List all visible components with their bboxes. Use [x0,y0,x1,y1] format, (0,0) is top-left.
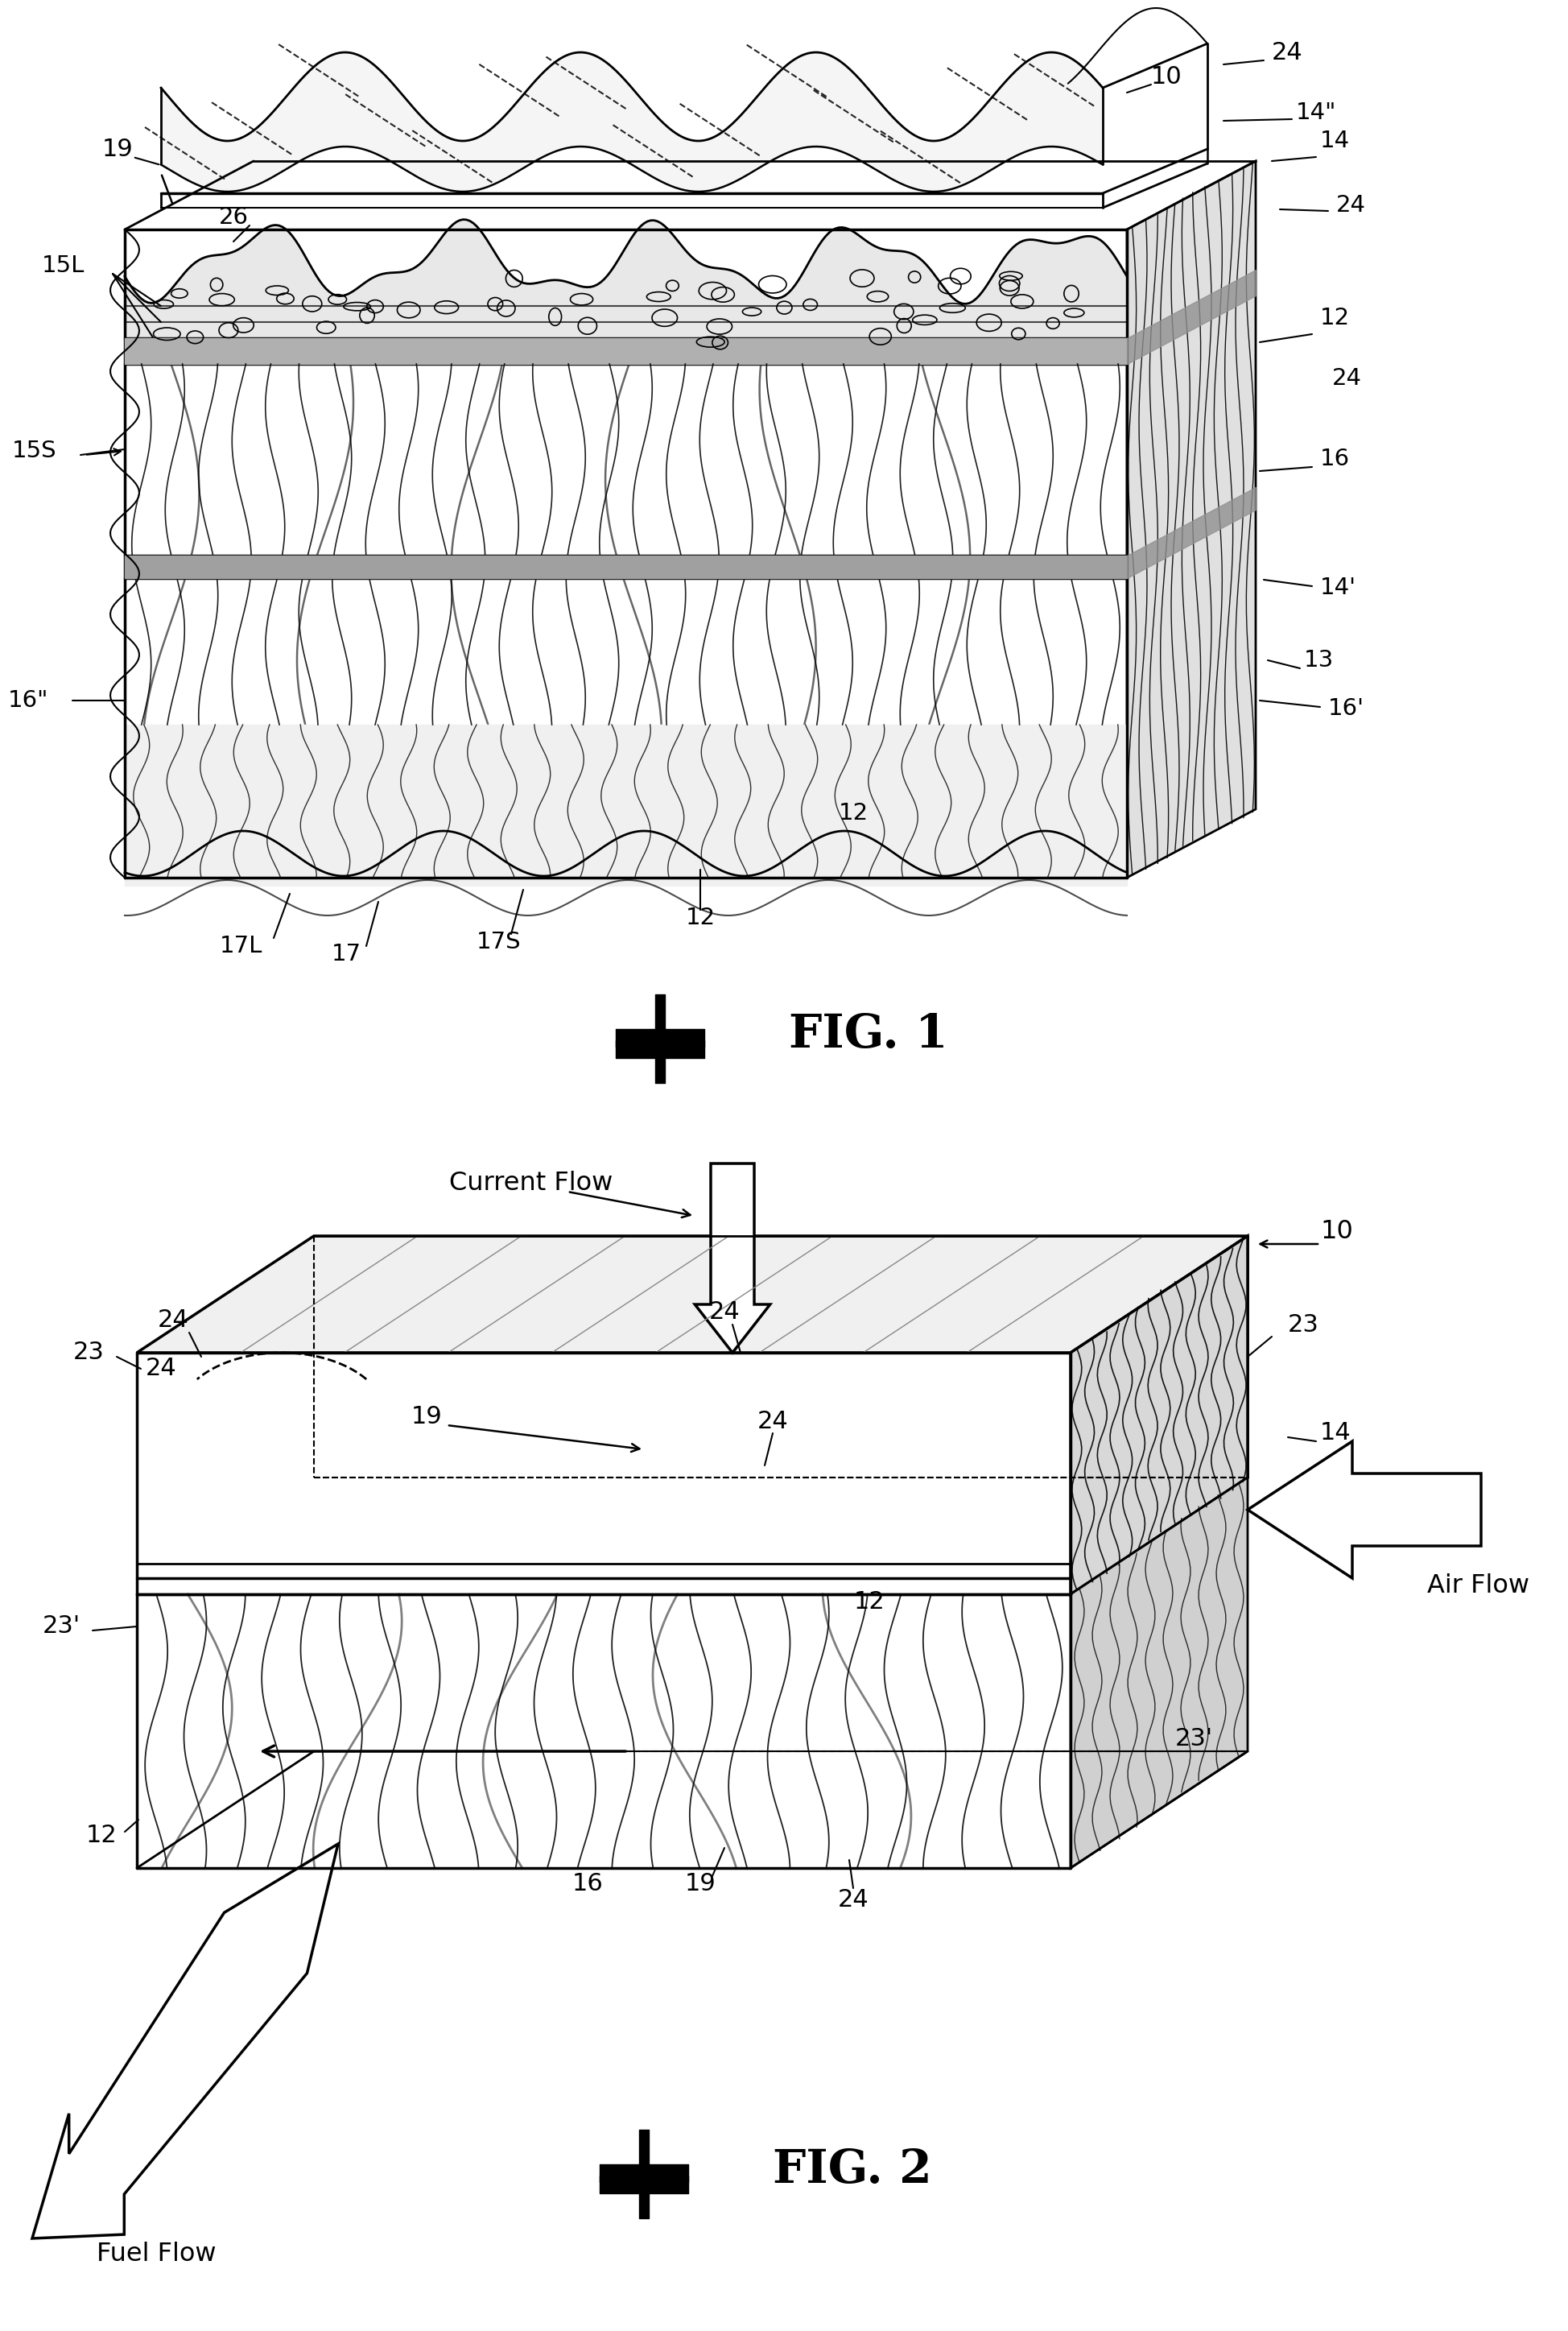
Text: 16": 16" [8,690,49,711]
Text: 10: 10 [1319,1219,1352,1245]
Text: 23': 23' [42,1615,80,1639]
Polygon shape [1247,1441,1480,1578]
Text: 14: 14 [1319,1422,1350,1445]
Text: 10: 10 [1151,65,1182,89]
Text: Fuel Flow: Fuel Flow [97,2242,216,2268]
Polygon shape [1069,1478,1247,1867]
Text: 12: 12 [837,802,867,825]
Text: 24: 24 [157,1308,188,1333]
Text: 15S: 15S [11,441,56,462]
Text: 24: 24 [757,1410,789,1434]
Text: 16': 16' [1328,697,1364,720]
Text: 23': 23' [1174,1727,1212,1751]
Text: 16: 16 [572,1872,602,1895]
Text: 24: 24 [709,1301,740,1324]
Text: 19: 19 [411,1406,442,1429]
Text: Current Flow: Current Flow [448,1170,613,1196]
Text: 24: 24 [837,1888,869,1911]
Polygon shape [1126,161,1254,879]
Text: 12: 12 [86,1825,116,1848]
Text: 13: 13 [1303,648,1333,671]
Text: 12: 12 [1319,308,1350,329]
Polygon shape [695,1163,770,1352]
Text: FIG. 2: FIG. 2 [773,2147,931,2193]
Text: 17S: 17S [477,930,521,953]
Text: 16: 16 [1319,448,1350,471]
Text: 24: 24 [1331,368,1361,389]
Text: 17L: 17L [220,935,263,958]
Text: 23: 23 [74,1340,105,1364]
Text: 24: 24 [1272,40,1303,63]
Text: 26: 26 [218,205,248,228]
Polygon shape [33,1844,337,2238]
Text: 14": 14" [1295,103,1336,124]
Text: 14': 14' [1319,576,1356,599]
Text: FIG. 1: FIG. 1 [789,1012,947,1058]
Text: 24: 24 [146,1357,177,1380]
Polygon shape [1069,1235,1247,1594]
Text: 23: 23 [1287,1312,1319,1336]
Text: 19: 19 [102,138,133,161]
Polygon shape [136,1235,1247,1352]
Text: 19: 19 [684,1872,715,1895]
Text: 15L: 15L [41,254,85,277]
Text: 17: 17 [331,942,361,965]
Text: Air Flow: Air Flow [1427,1573,1529,1599]
Text: 12: 12 [685,907,715,930]
Text: 14: 14 [1319,131,1350,152]
Text: 24: 24 [1336,193,1366,217]
Text: 12: 12 [853,1590,884,1613]
